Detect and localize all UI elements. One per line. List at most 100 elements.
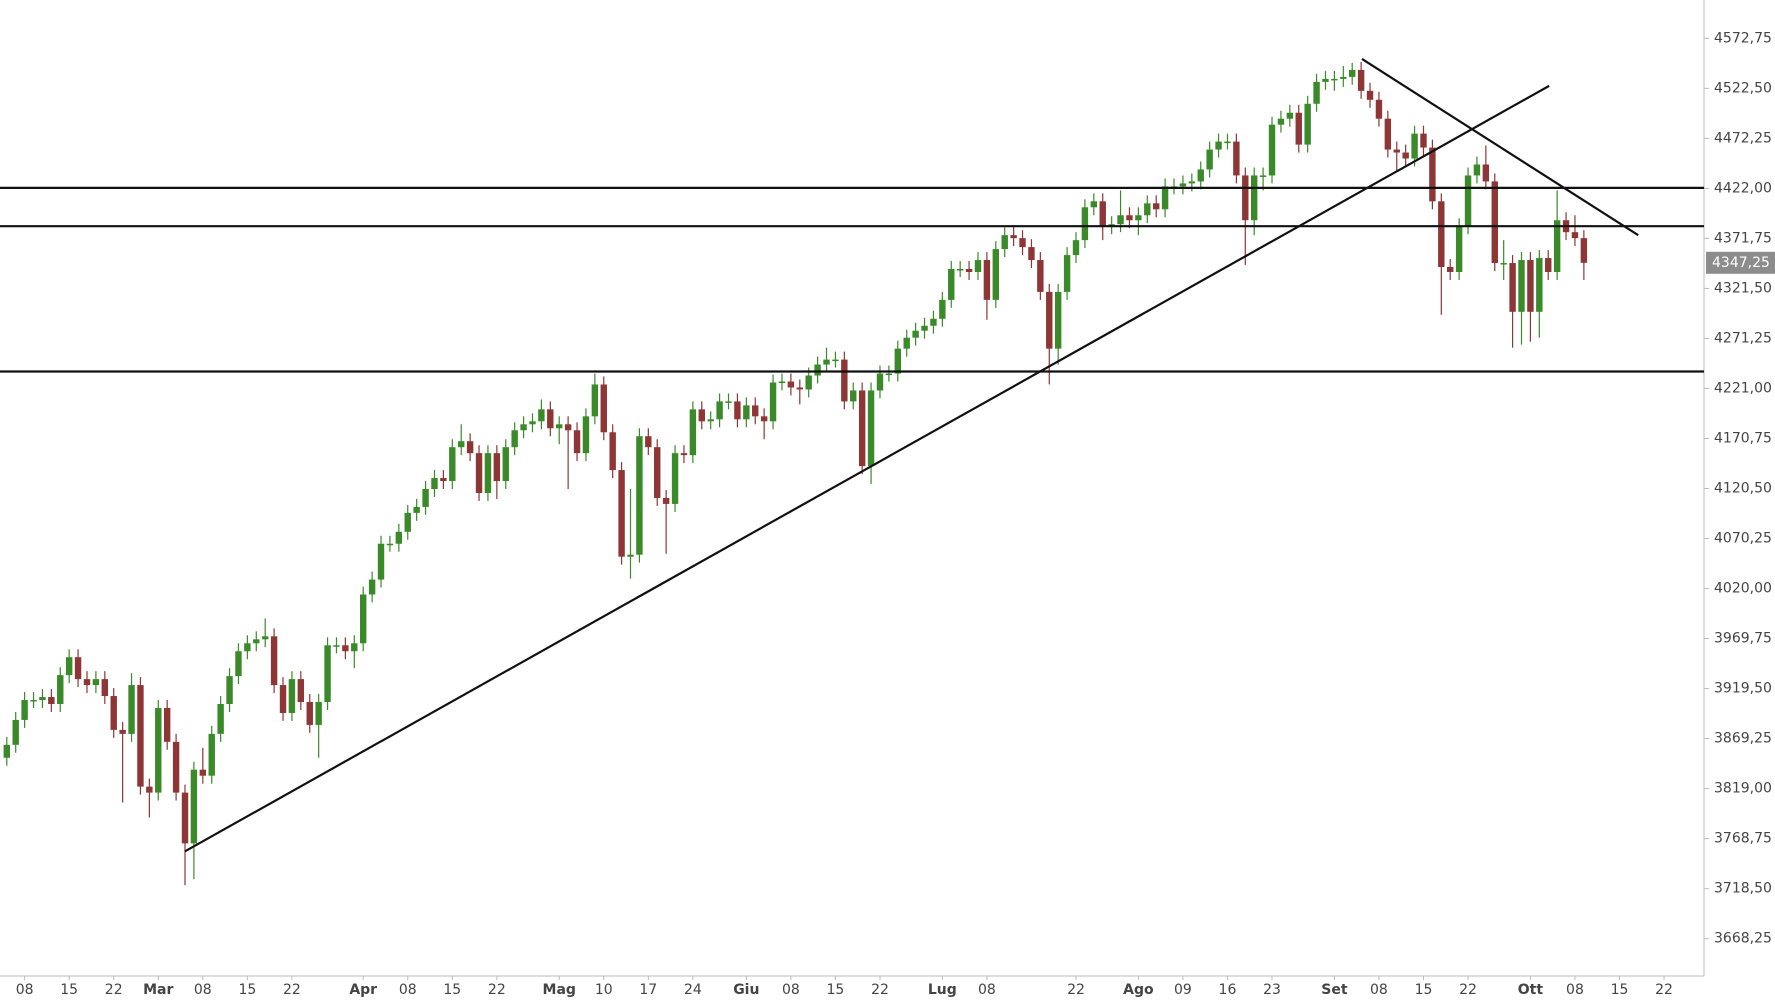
x-tick-label: 15 (1611, 982, 1629, 998)
y-tick-label: 3819,00 (1714, 781, 1772, 797)
candle-body (1090, 201, 1098, 208)
candle-body (1438, 201, 1445, 268)
candle-body (787, 381, 795, 388)
candle-body (743, 405, 750, 420)
candle-body (1473, 164, 1481, 176)
candle-body (1224, 141, 1231, 144)
y-tick-label: 4572,75 (1714, 30, 1772, 46)
candle-body (1197, 169, 1204, 182)
candle-body (395, 531, 403, 544)
candle-body (1179, 183, 1187, 187)
candle-body (1411, 133, 1418, 159)
x-tick-label: 08 (782, 982, 800, 998)
candle-body (65, 657, 73, 676)
candle-body (502, 447, 509, 482)
candle-body (1455, 226, 1463, 272)
candle-body (288, 679, 296, 713)
candle-body (1420, 133, 1427, 148)
candle-body (217, 704, 224, 734)
x-tick-label: Lug (928, 982, 957, 998)
candle-body (645, 436, 652, 448)
candle-body (1206, 149, 1213, 170)
candle-body (894, 348, 901, 374)
candle-body (1331, 78, 1338, 81)
x-tick-label: 22 (488, 982, 506, 998)
x-tick-label: 15 (443, 982, 461, 998)
candle-body (422, 488, 429, 507)
candle-body (1268, 124, 1276, 176)
x-tick-label: 08 (16, 982, 34, 998)
candle-body (956, 269, 964, 271)
candle-body (333, 645, 340, 647)
candle-body (1242, 175, 1249, 221)
candle-body (57, 675, 64, 705)
x-tick-label: 08 (399, 982, 417, 998)
candle-body (823, 359, 830, 365)
y-tick-label: 3969,75 (1714, 631, 1772, 647)
candle-body (163, 707, 171, 742)
candle-body (965, 269, 973, 272)
candle-body (796, 387, 803, 390)
candle-body (582, 416, 590, 454)
candle-body (493, 453, 501, 482)
candle-body (1536, 258, 1543, 312)
candle-body (885, 373, 893, 376)
candle-body (404, 512, 411, 532)
candle-body (1384, 118, 1392, 150)
y-tick-label: 4522,50 (1714, 80, 1772, 96)
candle-body (1046, 291, 1053, 349)
candle-body (850, 390, 857, 402)
candle-body (1001, 235, 1008, 250)
candle-body (1553, 220, 1561, 272)
candle-body (805, 375, 812, 390)
candle-body (181, 792, 189, 844)
candle-body (591, 384, 599, 417)
x-tick-label: Ott (1518, 982, 1544, 998)
y-tick-label: 3718,50 (1714, 881, 1772, 897)
x-tick-label: 22 (105, 982, 123, 998)
candle-body (48, 697, 55, 705)
x-tick-label: 17 (639, 982, 657, 998)
candle-body (1259, 175, 1267, 177)
candle-body (707, 419, 714, 422)
x-tick-label: 09 (1174, 982, 1192, 998)
candle-body (1545, 258, 1552, 272)
candle-body (814, 364, 821, 376)
candle-body (1500, 263, 1507, 265)
candle-body (110, 696, 117, 730)
candle-body (306, 702, 313, 725)
candle-body (1215, 141, 1222, 150)
candle-body (297, 679, 305, 703)
x-tick-label: Ago (1123, 982, 1154, 998)
candle-body (1099, 201, 1106, 227)
candle-body (680, 453, 688, 456)
candle-body (876, 373, 884, 391)
candle-body (226, 676, 233, 705)
candle-body (172, 741, 180, 793)
candle-body (244, 643, 251, 652)
candle-body (948, 269, 955, 300)
trend-line (1361, 58, 1639, 237)
candle-body (538, 409, 545, 422)
candle-body (1580, 238, 1588, 263)
candle-body (1304, 103, 1311, 145)
candle-body (1135, 215, 1142, 221)
y-tick-label: 4321,50 (1714, 280, 1772, 296)
candle-body (1357, 69, 1365, 91)
candle-body (912, 330, 919, 338)
x-tick-label: Mar (143, 982, 173, 998)
candle-body (1349, 69, 1356, 77)
y-tick-label: 4221,00 (1714, 380, 1772, 396)
y-tick-label: 4070,25 (1714, 531, 1772, 547)
x-tick-label: 16 (1219, 982, 1237, 998)
candle-body (119, 729, 126, 734)
candle-body (1233, 141, 1240, 176)
candle-body (1509, 263, 1516, 312)
candle-body (858, 390, 866, 467)
candle-body (841, 359, 848, 402)
candle-body (1072, 240, 1080, 256)
candle-body (529, 421, 536, 425)
candle-body (752, 405, 759, 417)
candle-body (1019, 238, 1026, 248)
